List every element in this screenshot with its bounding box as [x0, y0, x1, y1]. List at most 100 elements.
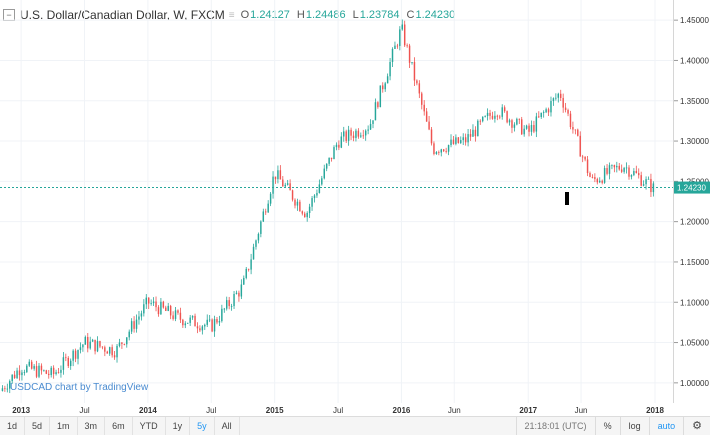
candle-body	[13, 374, 16, 379]
candle-body	[294, 199, 296, 206]
symbol-title[interactable]: U.S. Dollar/Canadian Dollar, W, FXCM	[20, 8, 225, 22]
candle-body	[250, 259, 252, 270]
candle-body	[284, 184, 286, 187]
log-toggle[interactable]: log	[619, 417, 649, 435]
candle-body	[377, 102, 379, 108]
candle-body	[101, 346, 104, 348]
percent-toggle[interactable]: %	[594, 417, 620, 435]
candle-body	[528, 125, 530, 132]
candle-body	[455, 137, 457, 144]
candle-body	[223, 308, 226, 310]
price-chart[interactable]	[0, 0, 673, 403]
range-button-5d[interactable]: 5d	[25, 417, 51, 435]
candle-body	[559, 93, 562, 98]
candle-body	[238, 292, 240, 297]
candle-body	[45, 370, 48, 374]
range-button-6m[interactable]: 6m	[105, 417, 133, 435]
candle-body	[262, 211, 265, 222]
candle-body	[586, 159, 589, 174]
candle-body	[547, 109, 550, 113]
candle-body	[94, 339, 96, 352]
candle-body	[428, 121, 430, 130]
candle-body	[62, 357, 65, 370]
candle-body	[491, 115, 494, 119]
candle-body	[150, 303, 152, 304]
time-axis[interactable]: 2013 Jul 2014 Jul 2015 Jul 2016 Jun 2017 Jun 2018	[0, 403, 673, 416]
candle-body	[596, 179, 599, 183]
candle-body	[91, 339, 94, 342]
candle-body	[55, 372, 57, 375]
candle-body	[581, 156, 584, 158]
ohlc-open: O1.24127	[241, 9, 290, 21]
range-button-1y[interactable]: 1y	[166, 417, 191, 435]
candle-body	[567, 110, 569, 114]
time-tick-label: Jul	[333, 406, 343, 415]
time-tick-label: Jun	[575, 406, 588, 415]
candle-body	[650, 178, 652, 193]
price-axis[interactable]: 1.450001.400001.350001.300001.250001.200…	[673, 0, 710, 403]
range-button-ytd[interactable]: YTD	[133, 417, 166, 435]
candle-body	[67, 357, 69, 366]
candle-body	[113, 355, 116, 358]
candle-body	[52, 367, 55, 375]
candle-body	[21, 372, 23, 376]
utc-clock[interactable]: 21:18:01 (UTC)	[515, 417, 595, 435]
candle-body	[462, 137, 464, 141]
candle-body	[481, 116, 484, 122]
range-button-5y[interactable]: 5y	[190, 417, 215, 435]
candle-body	[486, 112, 489, 117]
candle-body	[625, 167, 628, 169]
range-button-1d[interactable]: 1d	[0, 417, 26, 435]
candle-body	[79, 347, 82, 351]
candle-body	[121, 342, 123, 344]
candle-body	[574, 129, 577, 131]
candle-body	[382, 85, 384, 90]
range-button-3m[interactable]: 3m	[78, 417, 106, 435]
candle-body	[57, 372, 60, 373]
candle-body	[206, 319, 208, 325]
candle-body	[11, 374, 13, 382]
candle-body	[43, 370, 45, 372]
high-label: H	[296, 9, 305, 21]
candle-body	[306, 212, 308, 218]
candle-body	[633, 171, 635, 176]
candle-body	[160, 301, 162, 315]
candle-body	[16, 370, 18, 379]
candle-body	[435, 152, 438, 154]
candle-body	[194, 315, 196, 327]
tradingview-watermark[interactable]: USDCAD chart by TradingView	[10, 382, 149, 393]
candle-body	[157, 307, 160, 315]
last-price-badge	[674, 181, 710, 194]
candle-body	[642, 184, 645, 186]
candle-body	[26, 365, 28, 373]
time-tick-label: Jun	[448, 406, 461, 415]
candle-body	[594, 177, 596, 180]
candle-body	[464, 137, 467, 143]
candle-body	[516, 118, 518, 125]
time-axis-scale: 2013 Jul 2014 Jul 2015 Jul 2016 Jun 2017 Jun 2018	[12, 406, 664, 415]
candle-body	[18, 370, 21, 376]
candle-body	[291, 190, 294, 200]
candle-body	[179, 312, 182, 320]
candle-body	[413, 61, 416, 81]
candle-body	[494, 115, 496, 119]
auto-scale-toggle[interactable]: auto	[648, 417, 684, 435]
open-label: O	[240, 9, 250, 21]
candle-body	[635, 171, 638, 174]
range-button-1m[interactable]: 1m	[50, 417, 78, 435]
candle-body	[116, 345, 118, 358]
candle-body	[608, 165, 611, 174]
candle-body	[503, 107, 506, 112]
candle-body	[457, 137, 460, 143]
candle-body	[99, 341, 101, 347]
candle-body	[506, 111, 508, 123]
candle-body	[411, 61, 413, 63]
candle-body	[564, 107, 567, 111]
candle-body	[647, 178, 650, 180]
gear-icon[interactable]: ⚙	[683, 417, 710, 435]
candle-body	[321, 178, 323, 185]
candle-body	[367, 129, 369, 131]
range-button-all[interactable]: All	[215, 417, 240, 435]
menu-icon[interactable]: ≡	[228, 9, 235, 21]
candle-body	[130, 321, 133, 332]
